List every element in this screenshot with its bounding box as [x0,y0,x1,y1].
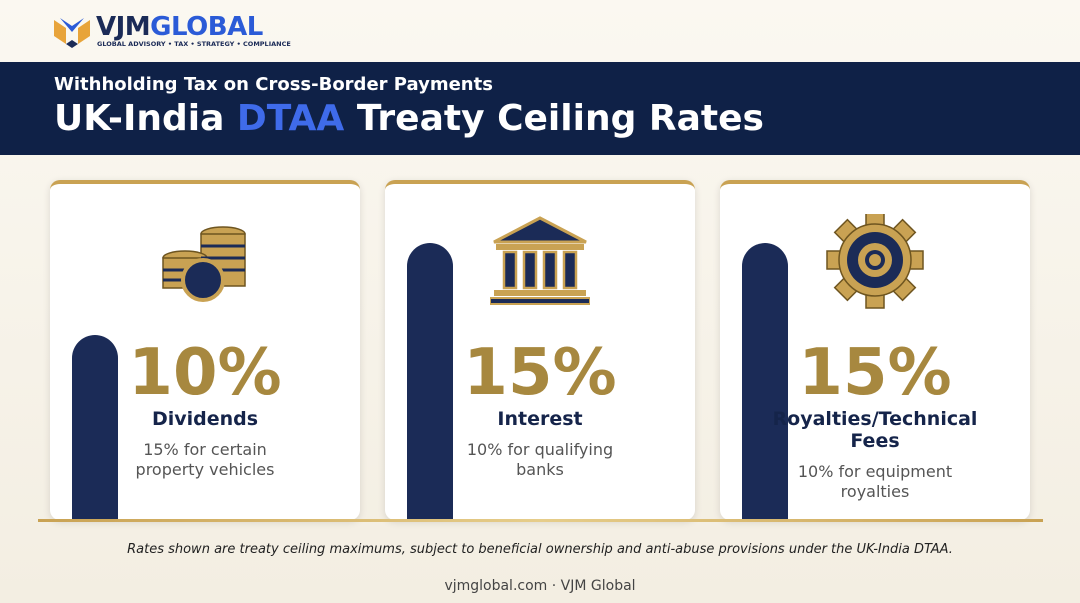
card-text: 15% Interest 10% for qualifying banks [420,338,660,480]
note: 15% for certain property vehicles [135,440,275,479]
bar [407,242,453,520]
card-text: 15% Royalties/Technical Fees 10% for equip… [755,338,995,502]
note: 10% for equipment royalties [797,462,953,501]
tagline: GLOBAL ADVISORY • TAX • STRATEGY • COMPL… [97,40,291,48]
bar [742,242,788,520]
icon [155,214,255,314]
category-label: Royalties/Technical Fees [772,408,978,452]
baseline [38,519,1043,522]
category-label: Dividends [151,408,259,430]
rate-label: 10% [128,336,282,410]
note: 10% for qualifying banks [466,440,614,479]
header-band [0,62,1080,155]
rate-label: 15% [798,336,952,410]
category-label: Interest [497,408,583,430]
card-text: 10% Dividends 15% for certain property veh… [85,338,325,480]
logo-icon [54,18,90,48]
footnote: Rates shown are treaty ceiling maximums,… [127,542,953,557]
icon-graphic [826,211,924,309]
footer: vjmglobal.com · VJM Global [444,578,636,594]
icon-graphic [162,226,246,302]
rate-label: 15% [463,336,617,410]
brand: VJMGLOBAL [96,12,263,42]
title: UK-India DTAA Treaty Ceiling Rates [54,98,764,139]
kicker: Withholding Tax on Cross-Border Payments [54,74,493,95]
icon-graphic [489,216,591,305]
bar [72,335,118,520]
icon [489,214,591,314]
icon [825,211,925,314]
